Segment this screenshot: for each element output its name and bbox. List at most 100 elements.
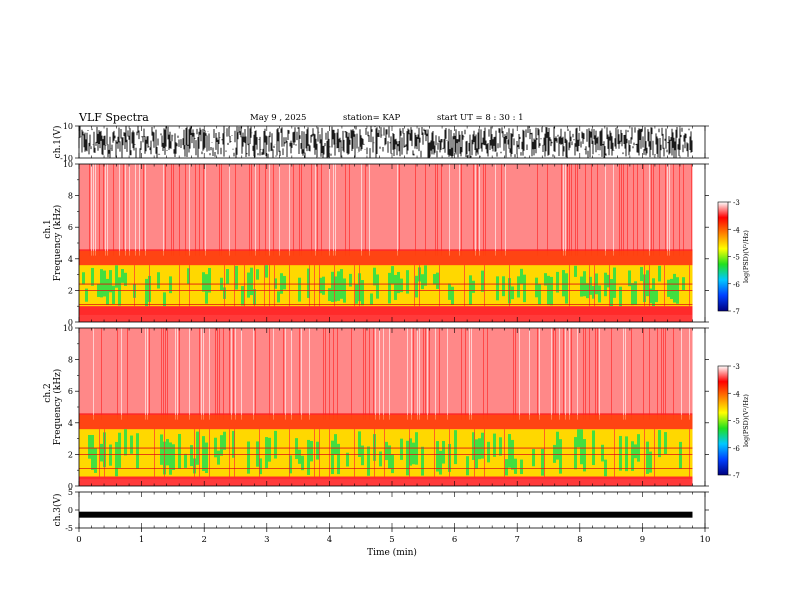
ch2-spectrogram-streak	[427, 328, 428, 420]
ch2-spectrogram-band-green	[316, 441, 319, 460]
ch1-spectrogram-streak	[205, 164, 206, 256]
ch2-spectrogram-streak	[117, 328, 118, 420]
ch1-spectrogram-band-green	[433, 274, 436, 285]
ch1-spectrogram-band-break	[234, 265, 235, 307]
ch1-spectrogram-streak	[659, 164, 660, 256]
ch1-spectrogram-ytick-label: 8	[68, 192, 73, 201]
ch2-spectrogram-band-green	[505, 459, 508, 476]
ch2-spectrogram-band-green	[649, 451, 652, 473]
ch1-spectrogram-band-break	[509, 265, 510, 307]
ch1-spectrogram-streak	[119, 164, 120, 256]
ch2-spectrogram-streak	[325, 328, 326, 420]
ch2-spectrogram-band-green	[472, 432, 475, 460]
ch1-spectrogram-streak	[301, 164, 302, 256]
ch2-spectrogram-streak	[179, 328, 180, 420]
ch1-spectrogram-band-break	[464, 265, 465, 307]
ch1-spectrogram-streak	[293, 164, 294, 256]
ch2-spectrogram-ytick-label: 6	[68, 387, 73, 396]
ch2-spectrogram-streak	[285, 328, 286, 420]
ch3-waveform-ylabel: ch.3(V)	[52, 494, 63, 527]
ch2-spectrogram-ytick-label: 8	[68, 356, 73, 365]
ch2-spectrogram-band-green	[559, 439, 562, 474]
ch1-spectrogram-streak	[265, 164, 266, 256]
ch1-spectrogram-streak	[547, 164, 548, 256]
ch2-spectrogram-streak	[163, 328, 164, 420]
ch1-spectrogram-band-green	[124, 272, 127, 286]
ch2-spectrogram-streak	[175, 328, 176, 420]
ch2-spectrogram-band-green	[679, 441, 682, 469]
ch1-spectrogram-colorbar	[717, 201, 729, 312]
ch1-spectrogram-streak	[89, 164, 90, 256]
ch2-spectrogram-band-break	[449, 429, 450, 477]
ch2-spectrogram-band-green	[295, 438, 298, 459]
ch1-spectrogram-streak	[597, 164, 598, 256]
ch2-spectrogram-colorbar	[717, 365, 729, 476]
ch2-spectrogram-streak	[127, 328, 128, 420]
ch2-spectrogram-streak	[483, 328, 484, 420]
ch1-spectrogram-band-green	[448, 283, 451, 300]
ch1-spectrogram-band-green	[406, 270, 409, 294]
ch2-spectrogram-streak	[283, 328, 284, 420]
ch2-spectrogram-streak	[365, 328, 366, 420]
ch2-spectrogram-streak	[465, 328, 466, 420]
ch2-spectrogram-streak	[423, 328, 424, 420]
ch1-spectrogram-streak	[165, 164, 166, 256]
ch1-spectrogram-band-green	[658, 265, 661, 282]
ch1-spectrogram-band-break	[609, 265, 610, 307]
ch1-spectrogram-band-break	[644, 265, 645, 307]
ch2-spectrogram-streak	[413, 328, 414, 420]
ch2-spectrogram-streak	[529, 328, 530, 420]
ch2-spectrogram-streak	[333, 328, 334, 420]
ch1-spectrogram-band-green	[556, 271, 559, 293]
ch3-waveform-ytick-label: 0	[68, 506, 73, 515]
ch1-spectrogram-band-break	[149, 265, 150, 307]
ch1-spectrogram-streak	[437, 164, 438, 256]
ch1-spectrogram-streak	[425, 164, 426, 256]
date-label: May 9 , 2025	[250, 113, 307, 123]
ch2-spectrogram-streak	[625, 328, 626, 420]
ch2-spectrogram-colorbar-tick-label: -5	[733, 418, 740, 426]
ch1-spectrogram-streak	[435, 164, 436, 256]
ch1-spectrogram-ytick-label: 4	[68, 255, 73, 264]
ch1-spectrogram-band-green	[391, 266, 394, 284]
ch2-spectrogram-streak	[161, 328, 162, 420]
ch1-spectrogram-band-green	[202, 272, 205, 292]
ch1-spectrogram-band-green	[277, 291, 280, 303]
ch2-spectrogram-streak	[369, 328, 370, 420]
ch1-spectrogram-band-green	[121, 269, 124, 283]
ch2-spectrogram-streak	[233, 328, 234, 420]
ch2-spectrogram-streak	[217, 328, 218, 420]
ch1-spectrogram-band-break	[594, 265, 595, 307]
ch1-spectrogram-streak	[691, 164, 692, 256]
ch2-spectrogram-streak	[309, 328, 310, 420]
ch1-spectrogram-band-green	[103, 270, 106, 297]
ch1-spectrogram-streak	[449, 164, 450, 256]
ch1-spectrogram-band-green	[394, 274, 397, 300]
ch1-waveform-ytick-label: 10	[63, 122, 73, 131]
ch1-spectrogram-band-break	[179, 265, 180, 307]
ch2-spectrogram-band-green	[532, 448, 535, 467]
ch2-spectrogram-streak	[189, 328, 190, 420]
ch2-spectrogram-streak	[411, 328, 412, 420]
ch2-spectrogram-streak	[253, 328, 254, 420]
ch1-spectrogram-band-green	[331, 271, 334, 303]
ch2-spectrogram-streak	[469, 328, 470, 420]
ch1-spectrogram-streak	[537, 164, 538, 256]
ch2-spectrogram-band-break	[209, 429, 210, 477]
ch1-spectrogram-band-green	[469, 275, 472, 305]
ch2-spectrogram-band-green	[385, 441, 388, 461]
ch1-spectrogram-band-green	[481, 270, 484, 292]
ch2-spectrogram-band-green	[478, 438, 481, 460]
ch1-spectrogram-band-green	[598, 285, 601, 303]
ch1-waveform-ylabel: ch.1(V)	[52, 126, 63, 159]
ch2-spectrogram-streak	[273, 328, 274, 420]
ch1-spectrogram-streak	[335, 164, 336, 256]
ch2-spectrogram-band-green	[223, 431, 226, 450]
ch1-spectrogram-band-break	[419, 265, 420, 307]
ch1-spectrogram-streak	[483, 164, 484, 256]
ch1-spectrogram-streak	[633, 164, 634, 256]
xaxis-tick-label: 8	[577, 535, 582, 545]
ch1-spectrogram-band-break	[269, 265, 270, 307]
ch2-spectrogram-band-break	[504, 429, 505, 477]
